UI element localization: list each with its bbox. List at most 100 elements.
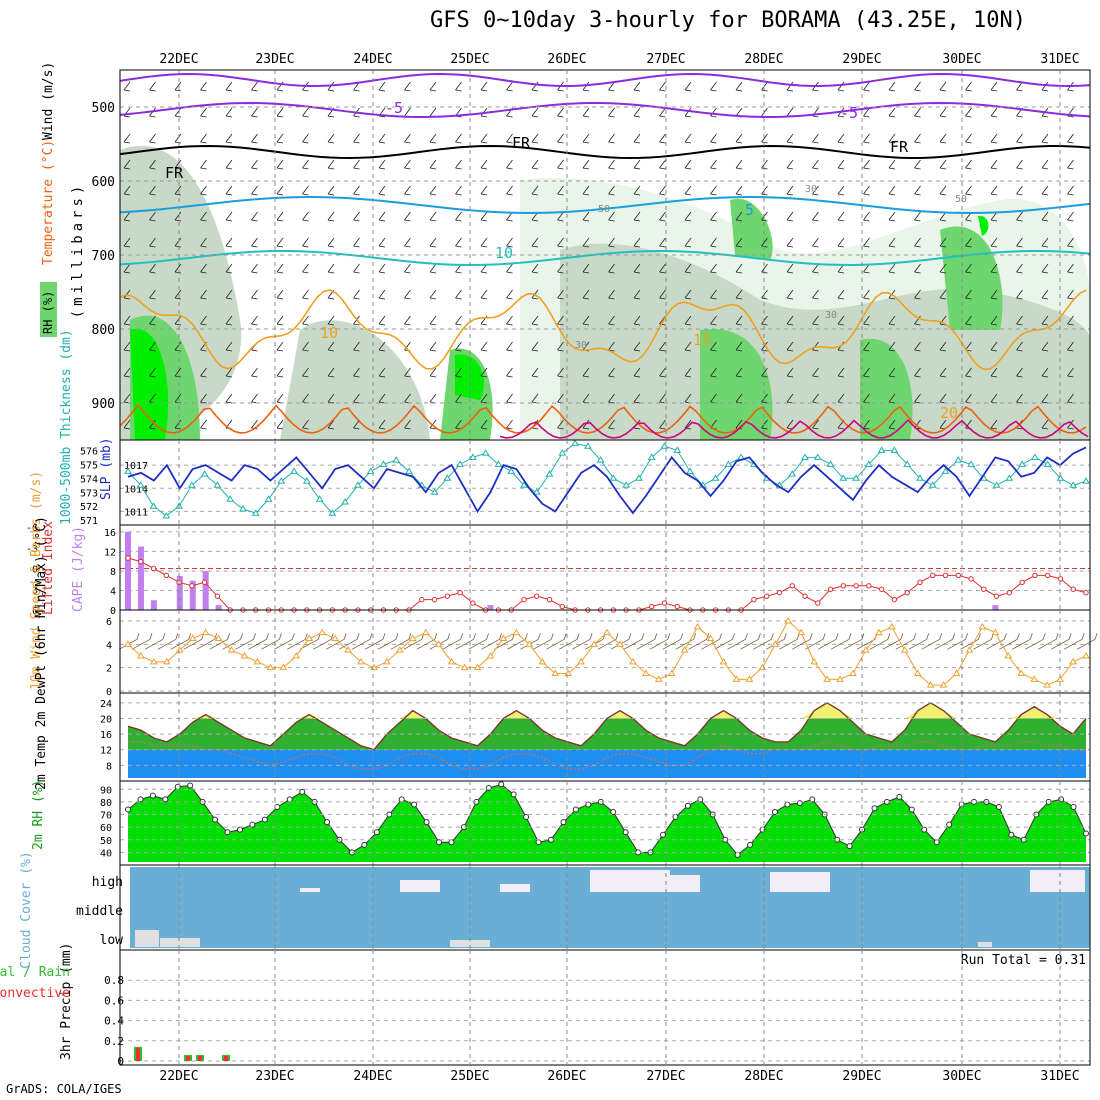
li-line-point xyxy=(546,596,553,603)
wind-barb xyxy=(455,289,462,300)
wind-barb xyxy=(837,315,845,326)
wind10-line-point xyxy=(538,657,547,665)
contour-label: 20 xyxy=(940,404,958,422)
wind-barb xyxy=(455,341,462,352)
thickness-line-point xyxy=(660,442,669,449)
wind-barb xyxy=(837,81,845,92)
thickness-line-point xyxy=(226,495,235,502)
wind-barb xyxy=(1041,419,1049,430)
thickness-line-point xyxy=(941,467,950,474)
rh2m-point xyxy=(162,796,169,803)
bottom-date-label: 24DEC xyxy=(353,1069,392,1084)
precip-tick-label: 0 xyxy=(117,1055,124,1068)
wind-barb xyxy=(557,237,564,248)
wind-barb xyxy=(480,133,488,144)
wind-barb xyxy=(812,159,819,170)
wind-barb xyxy=(251,289,258,300)
wind-barb xyxy=(123,315,131,326)
wind-barb xyxy=(633,289,641,300)
thickness-line-point xyxy=(801,453,809,460)
wind-barb xyxy=(1016,367,1023,378)
rh2m-ylabel: 2m RH (%) xyxy=(31,780,46,850)
high-cloud-bar xyxy=(300,888,320,892)
rh2m-point xyxy=(871,805,878,812)
thickness-line-point xyxy=(903,460,912,467)
rh2m-point xyxy=(896,793,903,800)
wind-barb xyxy=(123,133,131,144)
wind-barb xyxy=(684,237,692,248)
bottom-date-label: 29DEC xyxy=(842,1069,881,1084)
wind-barb xyxy=(812,237,819,248)
wind-barb xyxy=(582,107,590,118)
wind10-line-point xyxy=(1004,652,1013,659)
wind-barb xyxy=(1016,289,1023,300)
wind-barb xyxy=(659,211,666,222)
wind-barb xyxy=(659,107,666,118)
top-date-label: 28DEC xyxy=(744,52,783,67)
wind-barb xyxy=(990,81,998,92)
thickness-line-point xyxy=(916,474,924,481)
wind-barb xyxy=(684,263,692,274)
rh2m-point xyxy=(398,796,405,803)
wind10-line-point xyxy=(965,646,974,653)
wind10-barb xyxy=(144,633,166,650)
wind-barb xyxy=(455,159,462,170)
rh2m-point xyxy=(908,806,915,813)
wind-barb xyxy=(276,263,284,274)
wind-barb xyxy=(455,133,462,144)
slp-tick-label: 1014 xyxy=(124,484,148,495)
rh2m-point xyxy=(946,821,953,828)
wind-barb xyxy=(200,133,207,144)
wind-barb xyxy=(123,341,131,352)
wind10-line-point xyxy=(357,657,365,665)
li-line-point xyxy=(840,583,847,589)
wind-barb xyxy=(225,263,233,274)
wind-barb xyxy=(276,393,284,404)
wind10-line-point xyxy=(383,657,391,665)
high-cloud-bar xyxy=(770,872,830,892)
wind-barb xyxy=(888,107,896,118)
rh2m-point xyxy=(771,809,778,816)
wind-barb xyxy=(608,367,615,378)
wind-barb xyxy=(914,315,921,326)
li-line-point xyxy=(189,583,195,589)
legend-convective: Convective xyxy=(0,986,70,1001)
wind-tick-label: 4 xyxy=(106,640,112,651)
wind-barb xyxy=(965,159,972,170)
wind-barb xyxy=(914,237,921,248)
wind-barb xyxy=(429,315,437,326)
wind-barb xyxy=(429,159,437,170)
wind10-line-point xyxy=(188,634,197,641)
wind-barb xyxy=(378,419,386,430)
wind10-line-point xyxy=(797,628,806,636)
rh2m-point xyxy=(510,791,517,798)
wind-barb xyxy=(378,367,386,378)
wind-barb xyxy=(149,289,156,300)
wind-barb xyxy=(353,237,360,248)
temp-ylabel: 2m Temp 2m DewPt (6hr Min/Max) (°C) xyxy=(34,516,49,790)
wind-barb xyxy=(557,185,564,196)
wind-barb xyxy=(965,289,972,300)
thickness-line-point xyxy=(724,460,733,467)
wind-barb xyxy=(863,81,870,92)
wind-barb xyxy=(1041,263,1049,274)
wind10-line-point xyxy=(137,652,145,659)
rh2m-point xyxy=(809,796,816,803)
temp-contour-25 xyxy=(499,418,1089,439)
wind10-barb xyxy=(1025,633,1046,650)
wind10-barb xyxy=(222,633,243,650)
contour-label: 30 xyxy=(575,340,587,351)
wind-barb xyxy=(149,315,156,326)
rh2m-point xyxy=(373,829,380,836)
wind-barb xyxy=(659,81,666,92)
thickness-line-point xyxy=(481,449,490,456)
thickness-line-point xyxy=(430,488,439,495)
wind-barb xyxy=(684,133,692,144)
thickness-line-point xyxy=(532,488,541,495)
temp-contour-20 xyxy=(119,404,1087,434)
wind-barb xyxy=(914,393,921,404)
rh2m-point xyxy=(523,814,530,821)
top-date-label: 25DEC xyxy=(450,52,489,67)
wind-barb xyxy=(557,341,564,352)
wind-barb xyxy=(608,237,615,248)
